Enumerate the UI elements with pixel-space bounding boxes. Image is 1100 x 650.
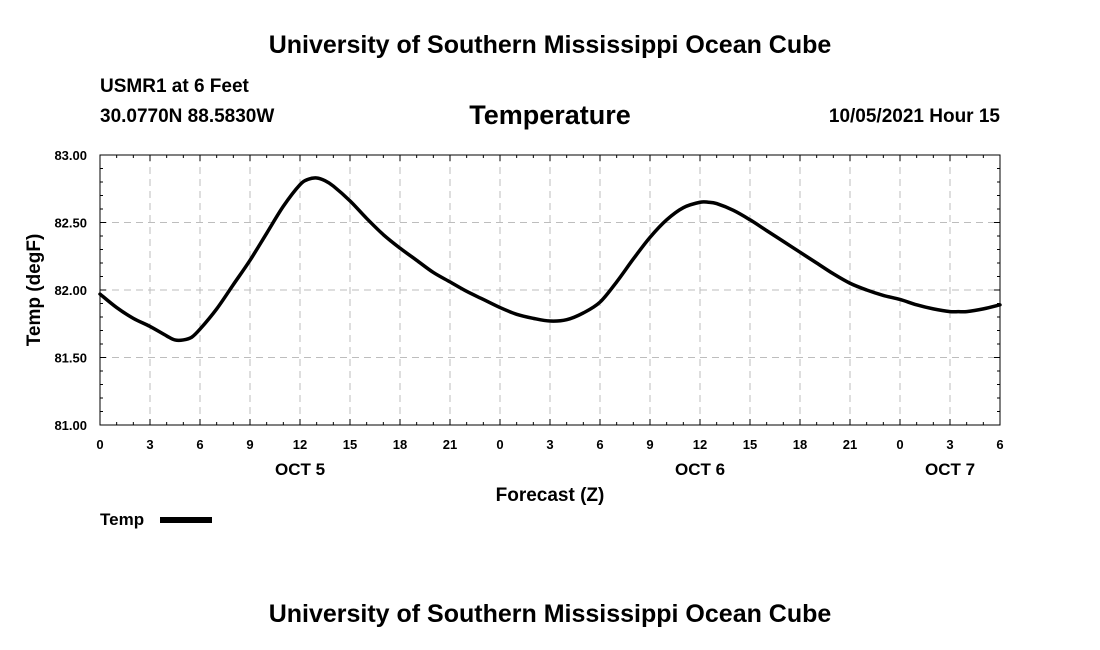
- tick-marks: [99, 154, 1001, 426]
- x-tick-label: 3: [146, 437, 153, 452]
- x-tick-label: 3: [946, 437, 953, 452]
- series-layer: [98, 176, 1002, 343]
- x-tick-label: 0: [896, 437, 903, 452]
- axis-labels: 0 3 6 9 12 15 18 21 0 3 6 9 12 15 18 21 0 3 6 81.00 81.50 82.…: [54, 148, 1003, 479]
- y-axis-label: Temp (degF): [24, 234, 45, 347]
- x-tick-label: 15: [743, 437, 757, 452]
- x-tick-label: 6: [996, 437, 1003, 452]
- coordinates-label: 30.0770N 88.5830W: [100, 106, 275, 127]
- x-tick-label: 12: [693, 437, 707, 452]
- x-tick-label: 9: [246, 437, 253, 452]
- variable-title: Temperature: [469, 100, 631, 130]
- x-tick-label: 18: [393, 437, 407, 452]
- x-tick-label: 3: [546, 437, 553, 452]
- datetime-label: 10/05/2021 Hour 15: [828, 106, 1000, 127]
- y-tick-label: 83.00: [54, 148, 87, 163]
- x-tick-label: 15: [343, 437, 357, 452]
- y-tick-label: 82.50: [54, 216, 87, 231]
- legend: Temp: [100, 510, 212, 529]
- legend-label-temp: Temp: [100, 510, 144, 529]
- x-axis-label: Forecast (Z): [496, 485, 605, 506]
- x-tick-label: 0: [496, 437, 503, 452]
- y-tick-label: 82.00: [54, 283, 87, 298]
- footer-title: University of Southern Mississippi Ocean…: [268, 600, 832, 628]
- x-tick-label: 0: [96, 437, 103, 452]
- y-tick-label: 81.50: [54, 351, 87, 366]
- page-title: University of Southern Mississippi Ocean…: [268, 31, 832, 59]
- station-label: USMR1 at 6 Feet: [100, 76, 249, 97]
- x-tick-label: 12: [293, 437, 307, 452]
- x-tick-label: 21: [843, 437, 857, 452]
- x-tick-label: 21: [443, 437, 457, 452]
- x-tick-label: 18: [793, 437, 807, 452]
- day-label: OCT 7: [925, 460, 975, 479]
- y-tick-label: 81.00: [54, 418, 87, 433]
- x-tick-label: 9: [646, 437, 653, 452]
- series-line-temp: [98, 176, 1002, 343]
- day-label: OCT 5: [275, 460, 325, 479]
- grid: [100, 155, 1000, 425]
- x-tick-label: 6: [196, 437, 203, 452]
- x-tick-label: 6: [596, 437, 603, 452]
- day-label: OCT 6: [675, 460, 725, 479]
